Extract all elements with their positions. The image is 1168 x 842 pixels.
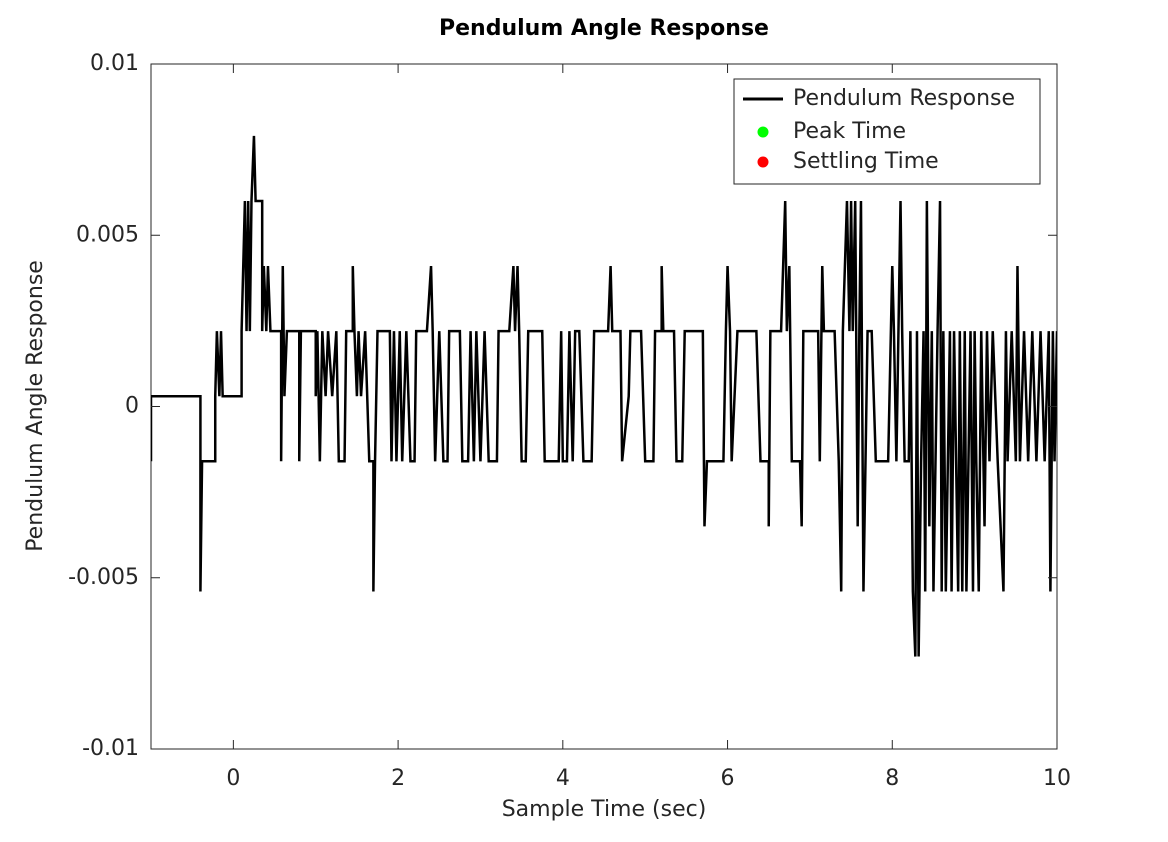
legend-label: Settling Time xyxy=(793,149,939,174)
y-tick-label: 0.005 xyxy=(76,222,139,247)
chart-title: Pendulum Angle Response xyxy=(439,16,769,41)
plot-content xyxy=(151,135,1057,657)
y-tick-label: 0.01 xyxy=(90,51,139,76)
legend-marker xyxy=(757,156,769,168)
legend-label: Pendulum Response xyxy=(793,86,1015,111)
legend-marker xyxy=(757,126,769,138)
series-line xyxy=(151,135,1057,657)
legend-label: Peak Time xyxy=(793,119,906,144)
x-tick-label: 10 xyxy=(1043,766,1071,791)
x-tick-label: 2 xyxy=(391,766,405,791)
x-tick-label: 6 xyxy=(721,766,735,791)
x-tick-label: 0 xyxy=(226,766,240,791)
x-axis-label: Sample Time (sec) xyxy=(502,797,707,822)
y-tick-label: 0 xyxy=(125,394,139,419)
legend-box xyxy=(733,78,1041,185)
x-tick-label: 4 xyxy=(556,766,570,791)
y-tick-label: -0.01 xyxy=(82,736,139,761)
y-tick-label: -0.005 xyxy=(68,565,139,590)
x-tick-label: 8 xyxy=(885,766,899,791)
y-axis-label: Pendulum Angle Response xyxy=(23,260,48,552)
